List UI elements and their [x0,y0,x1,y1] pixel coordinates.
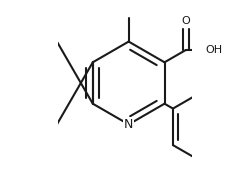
Text: O: O [181,16,190,26]
Text: N: N [124,118,133,131]
Text: OH: OH [205,45,222,55]
